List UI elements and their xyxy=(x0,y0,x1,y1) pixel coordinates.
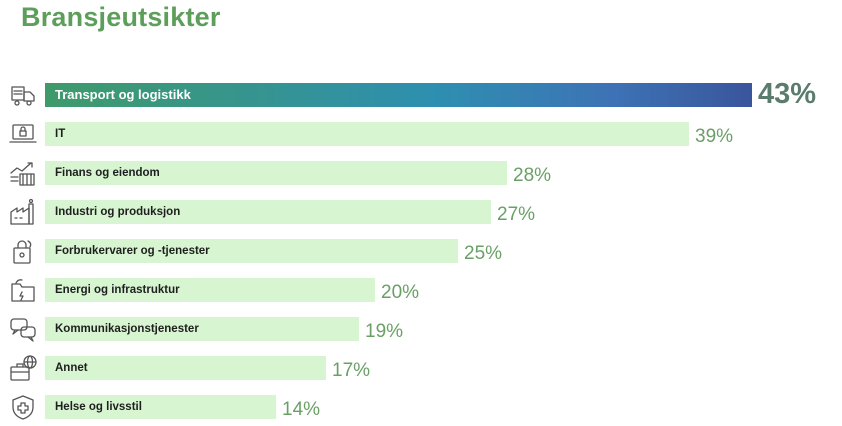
bar xyxy=(45,278,375,302)
bar-row: Forbrukervarer og -tjenester 25% xyxy=(0,237,842,265)
bar xyxy=(45,317,359,341)
value-label: 27% xyxy=(497,204,536,225)
laptop-lock-icon xyxy=(8,120,38,148)
bar xyxy=(45,122,689,146)
category-label: Forbrukervarer og -tjenester xyxy=(55,245,210,257)
bar-row: Industri og produksjon 27% xyxy=(0,198,842,226)
bar-row: Kommunikasjonstjenester 19% xyxy=(0,315,842,343)
value-label: 39% xyxy=(695,126,734,147)
bar-row: Finans og eiendom 28% xyxy=(0,159,842,187)
factory-icon xyxy=(8,198,38,226)
category-label: Helse og livsstil xyxy=(55,401,142,413)
value-label: 43% xyxy=(758,78,817,110)
chat-bubbles-icon xyxy=(8,315,38,343)
value-label: 28% xyxy=(513,165,552,186)
bar-row: Helse og livsstil 14% xyxy=(0,393,842,421)
finance-chart-building-icon xyxy=(8,159,38,187)
energy-folder-icon xyxy=(8,276,38,304)
delivery-truck-icon xyxy=(8,81,38,109)
bar xyxy=(45,356,326,380)
bar-row: Transport og logistikk 43% xyxy=(0,78,842,110)
value-label: 25% xyxy=(464,243,503,264)
category-label: Industri og produksjon xyxy=(55,206,181,218)
bar-row: Annet 17% xyxy=(0,354,842,382)
health-shield-icon xyxy=(8,393,38,421)
shopping-bag-icon xyxy=(8,237,38,265)
category-label: Transport og logistikk xyxy=(55,87,191,102)
bar-row: IT 39% xyxy=(0,120,842,148)
category-label: IT xyxy=(55,128,66,140)
value-label: 19% xyxy=(365,321,404,342)
value-label: 14% xyxy=(282,399,321,420)
bar xyxy=(45,161,507,185)
bar-row: Energi og infrastruktur 20% xyxy=(0,276,842,304)
category-label: Annet xyxy=(55,362,88,374)
page-title: Bransjeutsikter xyxy=(21,2,221,32)
category-label: Kommunikasjonstjenester xyxy=(55,323,199,335)
category-label: Finans og eiendom xyxy=(55,167,160,179)
bar xyxy=(45,395,276,419)
value-label: 20% xyxy=(381,282,420,303)
bar xyxy=(45,200,491,224)
category-label: Energi og infrastruktur xyxy=(55,284,180,296)
bar xyxy=(45,239,458,263)
value-label: 17% xyxy=(332,360,371,381)
bar xyxy=(45,83,752,107)
briefcase-globe-icon xyxy=(8,354,38,382)
